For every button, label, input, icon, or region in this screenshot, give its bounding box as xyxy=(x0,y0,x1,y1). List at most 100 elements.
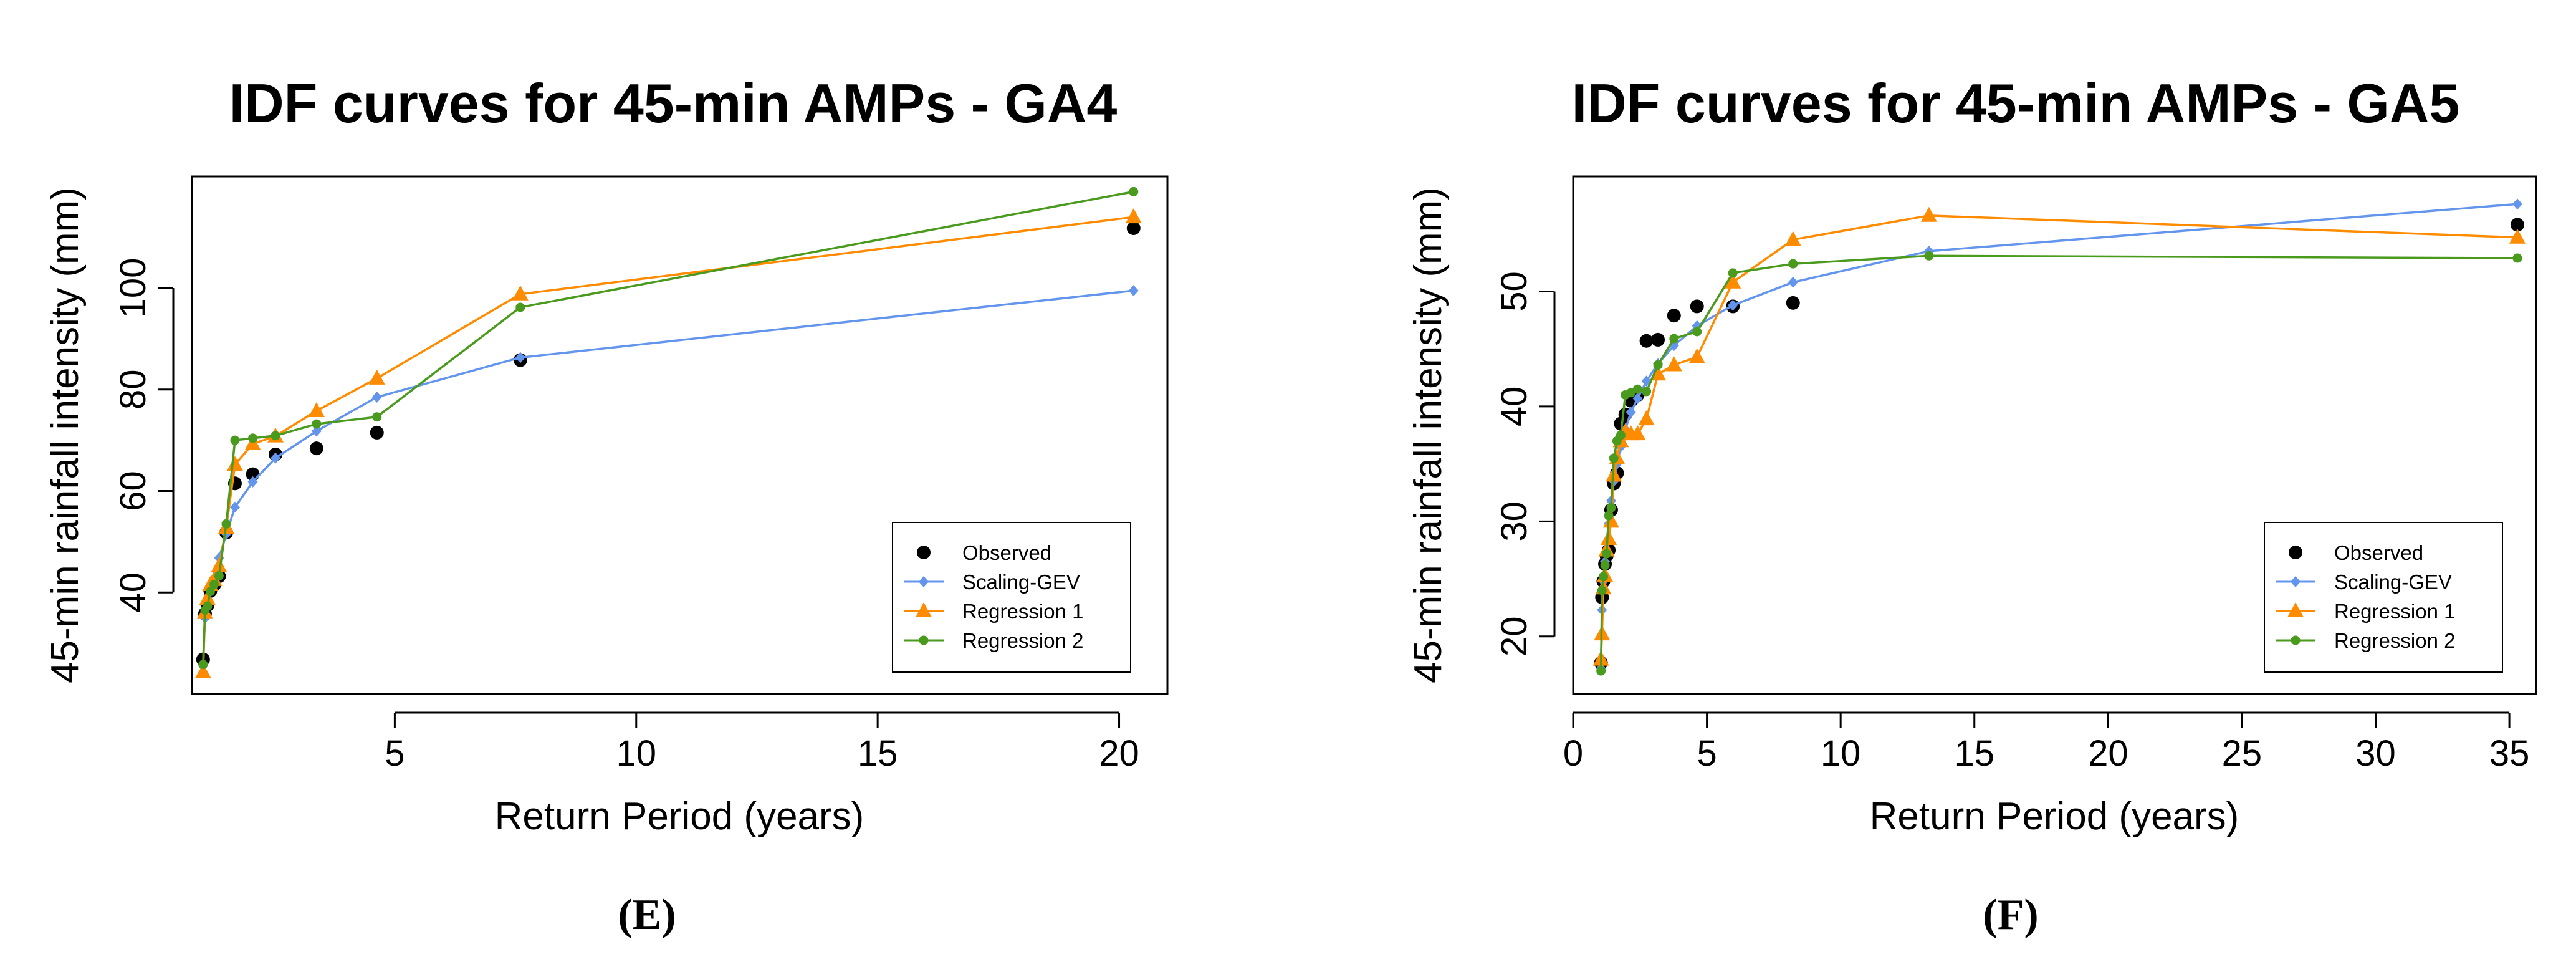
data-point-observed xyxy=(1690,299,1704,314)
legend-item-regression-1: Regression 1 xyxy=(904,600,1083,623)
data-point-regression-1 xyxy=(1920,206,1937,222)
x-axis-label: Return Period (years) xyxy=(495,795,864,838)
data-point-regression-2 xyxy=(2512,253,2522,263)
data-point-regression-2 xyxy=(230,435,240,445)
data-point-observed xyxy=(1667,309,1681,323)
y-tick-label: 40 xyxy=(1494,387,1535,427)
legend-label: Observed xyxy=(962,541,1051,564)
data-point-regression-2 xyxy=(1596,666,1606,676)
data-point-regression-2 xyxy=(1728,268,1738,278)
legend-marker xyxy=(2289,546,2302,559)
data-point-observed xyxy=(370,425,384,440)
x-tick-label: 5 xyxy=(385,733,405,774)
x-tick-label: 25 xyxy=(2222,733,2262,774)
x-axis-label: Return Period (years) xyxy=(1870,795,2239,838)
data-point-scaling-gev xyxy=(1128,285,1139,297)
data-point-observed xyxy=(309,441,323,456)
data-point-observed xyxy=(1651,332,1665,347)
legend-item-scaling-gev: Scaling-GEV xyxy=(904,570,1080,594)
legend-label: Regression 1 xyxy=(962,600,1083,623)
data-point-regression-1 xyxy=(2509,228,2526,244)
data-point-scaling-gev xyxy=(371,391,382,403)
data-point-regression-1 xyxy=(211,557,227,572)
data-point-regression-2 xyxy=(214,570,224,580)
legend-marker xyxy=(2291,635,2301,645)
x-tick-label: 35 xyxy=(2489,733,2530,774)
data-point-regression-2 xyxy=(198,660,208,670)
data-point-regression-1 xyxy=(1601,530,1617,545)
data-point-observed xyxy=(1126,221,1141,235)
x-tick-label: 20 xyxy=(1099,733,1139,774)
chart-panel-e: IDF curves for 45-min AMPs - GA4 5 10 15 20… xyxy=(44,72,1169,939)
y-tick-label: 30 xyxy=(1494,501,1535,542)
legend-item-regression-2: Regression 2 xyxy=(904,629,1083,652)
legend-marker xyxy=(2287,602,2304,617)
data-point-regression-1 xyxy=(1688,348,1705,363)
data-point-regression-2 xyxy=(1600,560,1610,570)
data-point-scaling-gev xyxy=(1728,299,1738,311)
chart-title: IDF curves for 45-min AMPs - GA4 xyxy=(229,72,1118,134)
legend-item-scaling-gev: Scaling-GEV xyxy=(2276,570,2452,594)
data-point-regression-2 xyxy=(1669,334,1679,344)
legend-label: Regression 1 xyxy=(2334,600,2455,623)
panel-caption: (E) xyxy=(618,891,676,939)
data-point-regression-1 xyxy=(1784,231,1801,246)
y-tick-label: 100 xyxy=(113,258,153,319)
legend-marker xyxy=(917,546,931,559)
y-tick-label: 80 xyxy=(113,370,153,410)
y-axis-label: 45-min rainfall intensity (mm) xyxy=(44,187,87,683)
x-tick-label: 20 xyxy=(2088,733,2128,774)
data-point-observed xyxy=(1786,296,1800,310)
plot-area xyxy=(194,186,1142,679)
data-point-scaling-gev xyxy=(311,425,322,437)
x-tick-label: 30 xyxy=(2355,733,2396,774)
data-point-regression-1 xyxy=(226,456,243,471)
axis-ticks: 5 10 15 20 40 60 80 100 xyxy=(113,258,1139,774)
y-tick-label: 20 xyxy=(1494,617,1535,657)
data-point-scaling-gev xyxy=(1788,276,1798,288)
axis-ticks: 0 5 10 15 20 25 30 35 20 30 40 50 xyxy=(1494,271,2529,774)
legend-marker xyxy=(919,576,929,587)
data-point-regression-2 xyxy=(515,302,525,312)
data-point-regression-2 xyxy=(1129,186,1139,196)
plot-frame xyxy=(1572,175,2537,695)
legend-label: Observed xyxy=(2334,541,2423,564)
data-point-regression-2 xyxy=(1788,259,1798,269)
legend-box xyxy=(2264,522,2503,673)
data-point-scaling-gev xyxy=(1632,392,1643,404)
data-point-regression-2 xyxy=(1597,585,1607,595)
chart-title: IDF curves for 45-min AMPs - GA5 xyxy=(1572,72,2460,134)
x-tick-label: 10 xyxy=(616,733,657,774)
data-point-regression-2 xyxy=(248,433,258,443)
y-tick-label: 50 xyxy=(1494,271,1535,312)
plot-area xyxy=(1592,198,2526,676)
data-point-regression-2 xyxy=(1632,384,1642,394)
data-point-regression-1 xyxy=(308,402,325,417)
data-point-regression-2 xyxy=(1606,503,1616,512)
data-point-regression-2 xyxy=(205,587,215,597)
legend: Observed Scaling-GEV Regression 1 Regressio… xyxy=(2264,522,2503,673)
x-tick-label: 15 xyxy=(858,733,898,774)
legend-item-observed: Observed xyxy=(917,541,1051,564)
data-point-regression-2 xyxy=(1653,360,1663,370)
data-point-regression-2 xyxy=(1602,549,1612,559)
data-point-observed xyxy=(2510,218,2524,232)
y-tick-label: 60 xyxy=(113,471,153,511)
data-point-scaling-gev xyxy=(247,476,258,488)
series-regression-2 xyxy=(1596,251,2522,676)
legend-item-regression-1: Regression 1 xyxy=(2276,600,2455,623)
data-point-regression-2 xyxy=(1642,387,1652,397)
legend-label: Scaling-GEV xyxy=(962,570,1080,594)
data-point-regression-2 xyxy=(1604,511,1614,521)
y-axis-label: 45-min rainfall intensity (mm) xyxy=(1407,187,1450,683)
chart-panel-f: IDF curves for 45-min AMPs - GA5 0 5 10 15 2… xyxy=(1407,72,2537,939)
data-point-regression-1 xyxy=(512,285,529,301)
data-point-regression-2 xyxy=(1598,572,1608,582)
legend-marker xyxy=(916,602,932,617)
data-point-regression-1 xyxy=(1665,356,1682,372)
data-point-regression-1 xyxy=(1602,512,1619,528)
x-tick-label: 0 xyxy=(1563,733,1583,774)
data-point-regression-1 xyxy=(1638,410,1655,426)
data-point-regression-2 xyxy=(1616,430,1626,440)
data-point-scaling-gev xyxy=(229,501,240,513)
